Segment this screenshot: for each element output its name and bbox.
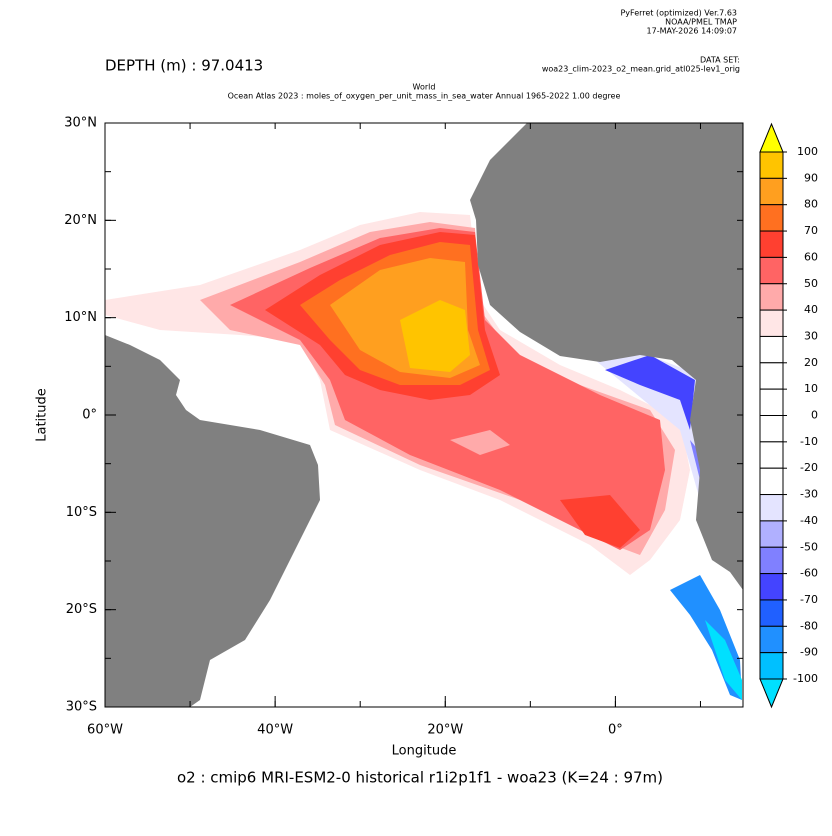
software: PyFerret (optimized) Ver.7.63	[620, 9, 737, 18]
y-tick-label: 20°S	[66, 602, 97, 617]
colorbar-label: 10	[804, 382, 818, 395]
map-field	[105, 212, 742, 700]
color-box	[759, 520, 784, 548]
x-tick-label: 40°W	[257, 723, 293, 738]
dataset: woa23_clim-2023_o2_mean.grid_atl025-lev1…	[542, 65, 740, 74]
color-box	[759, 362, 784, 390]
colorbar-label: 80	[804, 198, 818, 211]
colorbar-label: 90	[804, 171, 818, 184]
color-box	[759, 309, 784, 337]
title: Ocean Atlas 2023 : moles_of_oxygen_per_u…	[228, 92, 621, 101]
color-box	[759, 151, 784, 179]
colorbar-label: 50	[804, 277, 818, 290]
color-box	[759, 256, 784, 285]
color-box	[759, 204, 784, 232]
land	[105, 123, 743, 707]
axes: 60°W 40°W 20°W 0° 30°N 20°N 10°N 0° 10°S 20°S 30°S	[64, 116, 743, 738]
color-box	[759, 283, 784, 311]
footer: o2 : cmip6 MRI-ESM2-0 historical r1i2p1f…	[177, 769, 663, 787]
colorbar-label: -40	[800, 514, 818, 527]
colorbar-label: 40	[804, 303, 818, 316]
color-box	[759, 652, 784, 680]
color-box	[759, 388, 784, 416]
colorbar-label: -100	[793, 672, 818, 685]
y-tick-label: 10°N	[64, 310, 97, 325]
color-box	[759, 335, 784, 364]
color-box	[759, 599, 784, 627]
colorbar-label: 70	[804, 224, 818, 237]
title: World	[413, 83, 436, 92]
color-box	[759, 494, 784, 522]
x-tick-label: 20°W	[427, 723, 463, 738]
y-tick-label: 30°S	[66, 700, 97, 715]
color-box	[759, 546, 784, 575]
x-tick-label: 0°	[608, 723, 623, 738]
y-tick-label: 30°N	[64, 116, 97, 131]
colorbar-label: -70	[800, 593, 818, 606]
dataset-label: DATA SET:	[700, 56, 740, 65]
colorbar-label: -30	[800, 488, 818, 501]
colorbar-label: 0	[811, 409, 818, 422]
colorbar-label: 60	[804, 250, 818, 263]
colorbar-label: -90	[800, 646, 818, 659]
color-box	[759, 230, 784, 258]
colorbar-label: 20	[804, 356, 818, 369]
under-triangle	[759, 678, 784, 709]
color-box	[759, 177, 784, 206]
colorbar: 1009080706050403020100-10-20-30-40-50-60…	[759, 122, 818, 709]
color-box	[759, 415, 784, 443]
y-tick-label: 10°S	[66, 505, 97, 520]
org: NOAA/PMEL TMAP	[665, 18, 737, 27]
color-box	[759, 625, 784, 654]
colorbar-label: -60	[800, 567, 818, 580]
color-box	[759, 573, 784, 601]
colorbar-label: -20	[800, 461, 818, 474]
x-axis-label: Longitude	[392, 744, 457, 759]
colorbar-label: -80	[800, 619, 818, 632]
y-axis-label: Latitude	[35, 388, 50, 442]
color-box	[759, 467, 784, 496]
colorbar-label: -50	[800, 540, 818, 553]
y-tick-label: 20°N	[64, 213, 97, 228]
y-tick-label: 0°	[82, 408, 97, 423]
color-box	[759, 441, 784, 469]
colorbar-label: -10	[800, 435, 818, 448]
colorbar-label: 30	[804, 329, 818, 342]
over-triangle	[759, 122, 784, 153]
colorbar-label: 100	[797, 145, 818, 158]
depth: DEPTH (m) : 97.0413	[105, 57, 263, 75]
x-tick-label: 60°W	[87, 723, 123, 738]
timestamp: 17-MAY-2026 14:09:07	[647, 27, 737, 36]
